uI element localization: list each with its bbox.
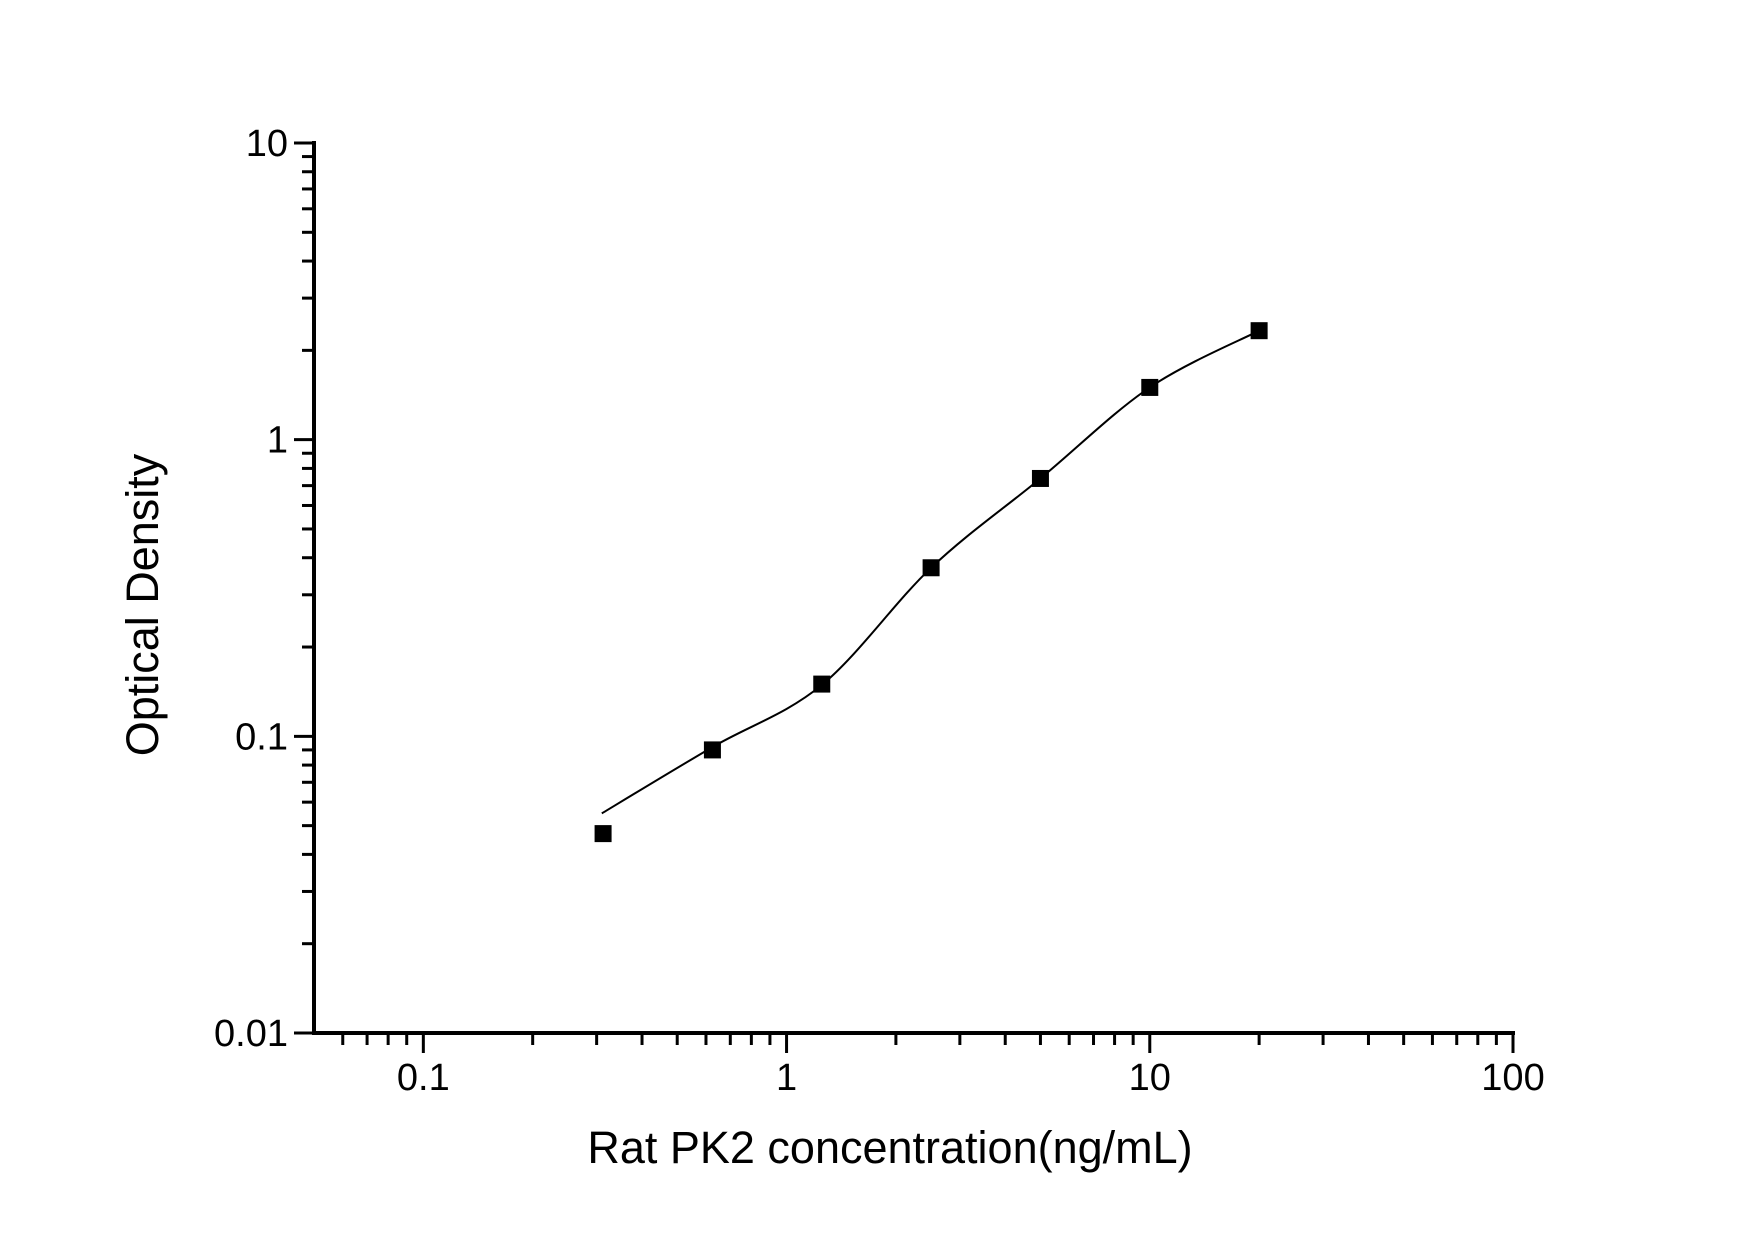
data-point-marker [594,825,612,843]
y-axis-tick-labels: 0.01 0.1 1 10 [214,123,288,1055]
x-tick-label: 10 [1129,1057,1171,1099]
x-axis-title: Rat PK2 concentration(ng/mL) [587,1122,1192,1173]
x-axis-tick-labels: 0.1 1 10 100 [397,1057,1545,1099]
x-axis-ticks [341,1033,1515,1053]
x-tick-label: 1 [776,1057,797,1099]
data-point-marker [813,675,831,693]
axes [312,141,1515,1035]
x-tick-label: 100 [1481,1057,1544,1099]
y-tick-label: 0.1 [235,716,288,758]
x-tick-label: 0.1 [397,1057,450,1099]
data-point-marker [1250,322,1268,340]
data-series-markers [594,322,1268,843]
y-tick-label: 0.01 [214,1013,288,1055]
data-point-marker [922,559,940,577]
y-axis-ticks [294,141,314,1035]
y-axis-title: Optical Density [117,453,168,756]
data-point-marker [703,741,721,759]
y-tick-label: 10 [246,123,288,165]
data-point-marker [1031,469,1049,487]
y-tick-label: 1 [267,420,288,462]
data-point-marker [1141,378,1159,396]
